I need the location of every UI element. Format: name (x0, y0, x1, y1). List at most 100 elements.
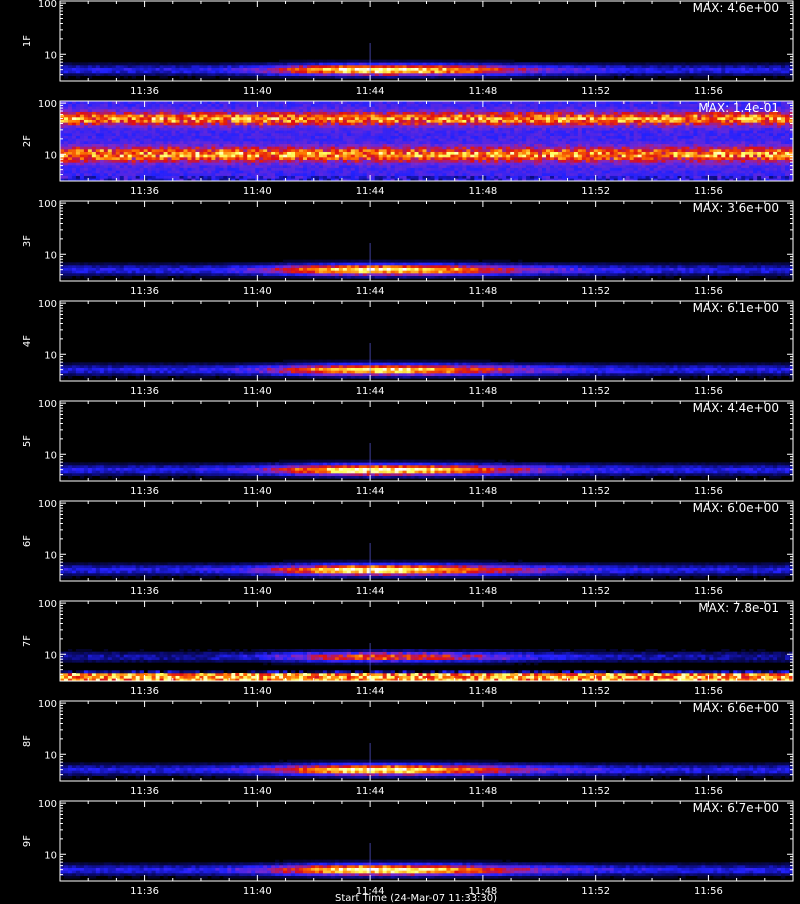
x-tick-label: 11:36 (130, 886, 159, 897)
x-tick-label: 11:44 (356, 686, 385, 697)
x-tick-label: 11:36 (130, 386, 159, 397)
x-tick-label: 11:56 (694, 486, 723, 497)
x-tick-label: 11:40 (243, 886, 272, 897)
x-tick-label: 11:36 (130, 686, 159, 697)
y-tick-label: 100 (38, 699, 57, 710)
panel-ylabel: 3F (22, 235, 33, 247)
panel-8F: 11:36 11:40 11:44 11:48 11:52 11:56 10 100 8F MAX… (22, 699, 793, 797)
panel-ylabel: 2F (22, 135, 33, 147)
x-tick-label: 11:36 (130, 586, 159, 597)
x-tick-label: 11:40 (243, 86, 272, 97)
x-tick-label: 11:48 (468, 486, 497, 497)
x-tick-label: 11:48 (468, 586, 497, 597)
x-tick-label: 11:52 (581, 886, 610, 897)
x-tick-label: 11:56 (694, 386, 723, 397)
panel-ylabel: 6F (22, 535, 33, 547)
x-tick-label: 11:48 (468, 86, 497, 97)
panel-4F: 11:36 11:40 11:44 11:48 11:52 11:56 10 100 4F MAX… (22, 299, 793, 397)
x-tick-label: 11:48 (468, 686, 497, 697)
x-tick-label: 11:52 (581, 486, 610, 497)
x-tick-label: 11:44 (356, 386, 385, 397)
x-tick-label: 11:40 (243, 386, 272, 397)
heatmap-cells (60, 460, 793, 479)
panel-max-label: MAX: 6.0e+00 (693, 501, 779, 515)
panel-2F: 11:36 11:40 11:44 11:48 11:52 11:56 10 100 2F MAX… (22, 99, 793, 197)
heatmap-cells (60, 101, 793, 181)
y-tick-label: 100 (38, 99, 57, 110)
heatmap-cells (60, 360, 793, 379)
panel-max-label: MAX: 6.7e+00 (693, 801, 779, 815)
heatmap-cells (60, 60, 793, 79)
panel-max-label: MAX: 1.4e-01 (698, 101, 779, 115)
y-tick-label: 10 (44, 50, 57, 61)
x-tick-label: 11:40 (243, 786, 272, 797)
x-tick-label: 11:48 (468, 386, 497, 397)
x-tick-label: 11:44 (356, 186, 385, 197)
y-tick-label: 10 (44, 250, 57, 261)
y-tick-label: 10 (44, 850, 57, 861)
x-tick-label: 11:52 (581, 686, 610, 697)
y-tick-label: 100 (38, 0, 57, 10)
y-tick-label: 10 (44, 750, 57, 761)
x-tick-label: 11:48 (468, 186, 497, 197)
panel-ylabel: 8F (22, 735, 33, 747)
y-tick-label: 100 (38, 199, 57, 210)
panel-max-label: MAX: 4.4e+00 (693, 401, 779, 415)
x-tick-label: 11:52 (581, 186, 610, 197)
panel-ylabel: 4F (22, 335, 33, 347)
panel-ylabel: 1F (22, 35, 33, 47)
panel-max-label: MAX: 4.6e+00 (693, 1, 779, 15)
panel-6F: 11:36 11:40 11:44 11:48 11:52 11:56 10 100 6F MAX… (22, 499, 793, 597)
panel-max-label: MAX: 6.6e+00 (693, 701, 779, 715)
heatmap-cells (60, 560, 793, 579)
x-tick-label: 11:36 (130, 786, 159, 797)
y-tick-label: 100 (38, 399, 57, 410)
x-tick-label: 11:48 (468, 786, 497, 797)
y-tick-label: 10 (44, 550, 57, 561)
x-tick-label: 11:56 (694, 686, 723, 697)
panel-ylabel: 9F (22, 835, 33, 847)
x-tick-label: 11:56 (694, 186, 723, 197)
x-tick-label: 11:48 (468, 286, 497, 297)
heatmap-cells (60, 760, 793, 779)
x-tick-label: 11:44 (356, 286, 385, 297)
y-tick-label: 10 (44, 450, 57, 461)
x-tick-label: 11:56 (694, 886, 723, 897)
y-tick-label: 10 (44, 650, 57, 661)
x-tick-label: 11:36 (130, 486, 159, 497)
x-tick-label: 11:36 (130, 286, 159, 297)
x-tick-label: 11:52 (581, 386, 610, 397)
x-tick-label: 11:40 (243, 486, 272, 497)
x-tick-label: 11:52 (581, 586, 610, 597)
x-tick-label: 11:56 (694, 786, 723, 797)
x-tick-label: 11:36 (130, 186, 159, 197)
heatmap-cells (60, 860, 793, 879)
panel-max-label: MAX: 6.1e+00 (693, 301, 779, 315)
x-tick-label: 11:44 (356, 586, 385, 597)
y-tick-label: 10 (44, 350, 57, 361)
y-tick-label: 100 (38, 499, 57, 510)
x-tick-label: 11:40 (243, 686, 272, 697)
x-tick-label: 11:40 (243, 286, 272, 297)
x-tick-label: 11:56 (694, 586, 723, 597)
x-tick-label: 11:44 (356, 786, 385, 797)
panel-frame (60, 601, 793, 681)
panel-max-label: MAX: 7.8e-01 (698, 601, 779, 615)
heatmap-cells (60, 649, 793, 681)
panel-max-label: MAX: 3.6e+00 (693, 201, 779, 215)
x-tick-label: 11:52 (581, 86, 610, 97)
heatmap-cells (60, 260, 793, 279)
x-tick-label: 11:52 (581, 786, 610, 797)
y-tick-label: 100 (38, 799, 57, 810)
x-tick-label: 11:40 (243, 586, 272, 597)
x-tick-label: 11:56 (694, 286, 723, 297)
y-tick-label: 100 (38, 299, 57, 310)
panel-ylabel: 5F (22, 435, 33, 447)
x-tick-label: 11:40 (243, 186, 272, 197)
y-tick-label: 10 (44, 150, 57, 161)
